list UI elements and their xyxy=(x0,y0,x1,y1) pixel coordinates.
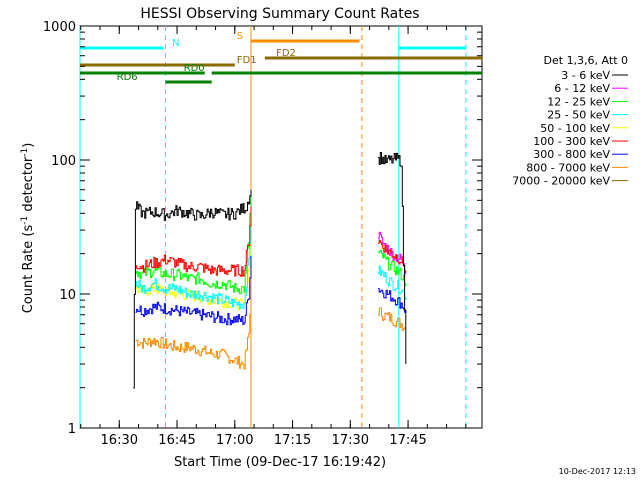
data-series xyxy=(133,152,407,389)
observing-flags: N S FD1 FD2 RD0 RD6 xyxy=(80,31,482,84)
series-line-2 xyxy=(135,189,252,295)
flag-label-rd6: RD6 xyxy=(117,72,138,83)
series-line-7 xyxy=(135,294,252,370)
flag-label-fd2: FD2 xyxy=(276,48,296,59)
y-tick-label: 100 xyxy=(51,154,76,169)
x-axis-label: Start Time (09-Dec-17 16:19:42) xyxy=(174,455,386,470)
series-line-1 xyxy=(378,231,407,275)
x-tick-label: 16:45 xyxy=(158,433,195,448)
flag-label-n: N xyxy=(172,38,179,49)
series-line-6 xyxy=(135,253,252,326)
x-tick-label: 17:30 xyxy=(332,433,369,448)
x-tick-label: 17:00 xyxy=(216,433,253,448)
series-line-3 xyxy=(135,221,252,309)
series-line-6 xyxy=(378,288,407,313)
flag-label-fd1: FD1 xyxy=(237,55,257,66)
series-line-5 xyxy=(378,239,407,273)
legend-title: Det 1,3,6, Att 0 xyxy=(544,54,628,67)
legend-entry: 12 - 25 keV xyxy=(547,95,610,108)
chart-title: HESSI Observing Summary Count Rates xyxy=(140,6,419,22)
legend-entry: 7000 - 20000 keV xyxy=(512,175,610,188)
y-tick-label: 1 xyxy=(68,422,76,437)
y-tick-label: 10 xyxy=(59,288,76,303)
legend-entry: 50 - 100 keV xyxy=(540,122,610,135)
series-line-7 xyxy=(378,307,407,331)
series-line-3 xyxy=(378,265,407,300)
series-line-5 xyxy=(135,206,252,277)
vertical-markers xyxy=(79,26,467,428)
legend-entry: 6 - 12 keV xyxy=(554,82,610,95)
flag-label-rd0: RD0 xyxy=(184,63,205,74)
series-line-0 xyxy=(133,189,252,389)
footer-date: 10-Dec-2017 12:13 xyxy=(559,467,636,476)
legend-entry: 3 - 6 keV xyxy=(561,69,610,82)
legend-entry: 800 - 7000 keV xyxy=(526,161,610,174)
x-tick-label: 17:15 xyxy=(274,433,311,448)
legend-entry: 25 - 50 keV xyxy=(547,109,610,122)
legend-entry: 300 - 800 keV xyxy=(533,148,610,161)
flag-label-s: S xyxy=(237,31,243,42)
series-line-0 xyxy=(378,152,407,365)
axes: 16:30 16:45 17:00 17:15 17:30 17:45 1 10 100 1000 xyxy=(43,20,482,448)
x-tick-label: 16:30 xyxy=(101,433,138,448)
legend-entry: 100 - 300 keV xyxy=(533,135,610,148)
y-tick-label: 1000 xyxy=(43,20,76,35)
series-line-2 xyxy=(378,249,407,287)
y-axis-label: Count Rate (s-1 detector-1) xyxy=(20,143,36,314)
x-tick-label: 17:45 xyxy=(389,433,426,448)
